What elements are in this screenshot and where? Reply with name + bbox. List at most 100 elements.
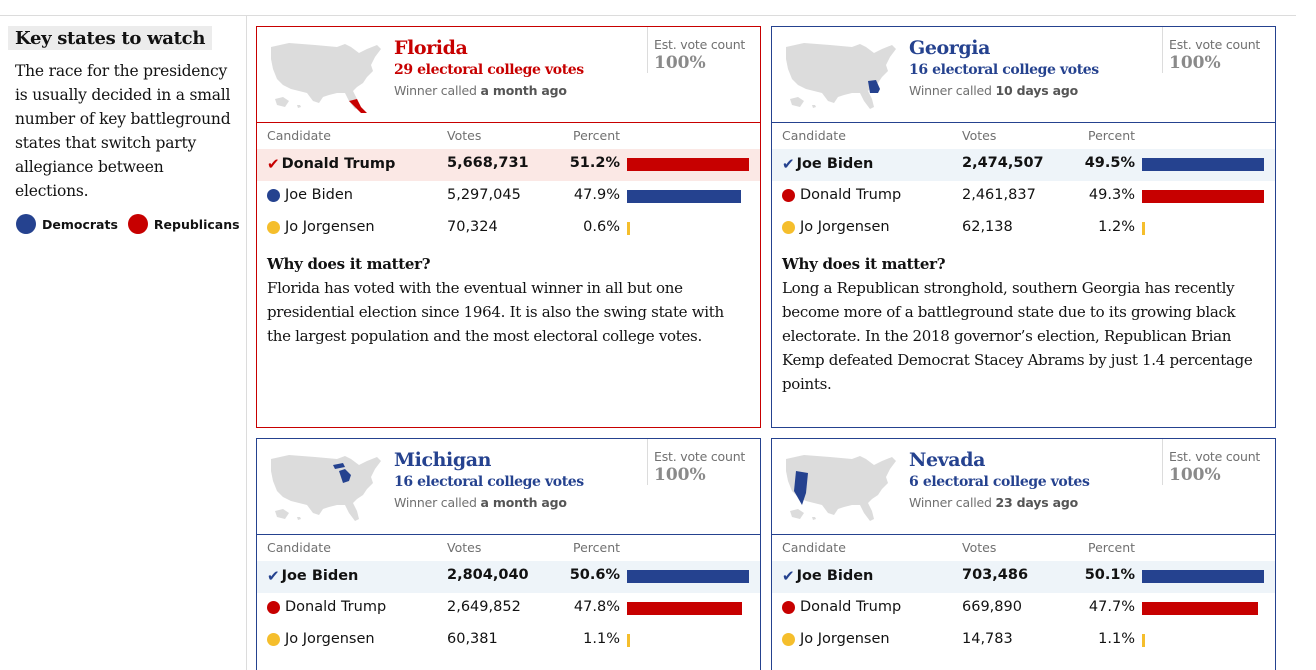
sidebar-title: Key states to watch	[8, 26, 213, 50]
candidate-name: Jo Jorgensen	[267, 631, 375, 647]
winner-called: Winner called 23 days ago	[909, 495, 1078, 510]
vote-share-bar	[627, 602, 742, 615]
why-title: Why does it matter?	[267, 255, 431, 273]
state-card-florida: Florida 29 electoral college votes Winne…	[256, 26, 761, 428]
winner-prefix: Winner called	[394, 495, 477, 510]
why-section: Why does it matter? Florida has voted wi…	[257, 245, 760, 348]
party-legend: Democrats Republicans	[8, 214, 240, 234]
vote-count: 2,649,852	[447, 599, 521, 615]
party-dot-icon	[267, 188, 280, 202]
candidate-row: ✔ Joe Biden 2,804,040 50.6%	[257, 561, 760, 593]
vote-count: 14,783	[962, 631, 1013, 647]
candidate-label: Donald Trump	[800, 599, 902, 615]
party-dot-icon	[782, 220, 795, 234]
vote-percent: 47.8%	[573, 599, 620, 615]
winner-called: Winner called 10 days ago	[909, 83, 1078, 98]
vote-count: 60,381	[447, 631, 498, 647]
electoral-votes: 16 electoral college votes	[394, 474, 584, 490]
winner-prefix: Winner called	[909, 495, 992, 510]
candidate-label: Joe Biden	[281, 568, 359, 584]
est-vote-label: Est. vote count	[654, 449, 746, 464]
est-vote-count: Est. vote count 100%	[1162, 439, 1277, 485]
vote-count: 2,461,837	[962, 187, 1036, 203]
candidate-name: Jo Jorgensen	[782, 631, 890, 647]
candidate-label: Joe Biden	[285, 187, 353, 203]
candidate-label: Jo Jorgensen	[800, 219, 890, 235]
col-candidate: Candidate	[267, 540, 331, 555]
state-name: Nevada	[909, 449, 986, 471]
col-candidate: Candidate	[782, 128, 846, 143]
winner-prefix: Winner called	[909, 83, 992, 98]
candidate-name: Donald Trump	[782, 599, 901, 615]
vote-share-bar	[1142, 634, 1145, 647]
vote-percent: 1.1%	[583, 631, 620, 647]
vote-percent: 0.6%	[583, 219, 620, 235]
state-name: Michigan	[394, 449, 492, 471]
candidate-label: Jo Jorgensen	[285, 631, 375, 647]
vote-share-bar	[627, 634, 630, 647]
winner-when: a month ago	[480, 495, 567, 510]
vote-share-bar	[1142, 222, 1145, 235]
vote-percent: 47.7%	[1088, 599, 1135, 615]
col-votes: Votes	[447, 540, 482, 555]
why-text: Florida has voted with the eventual winn…	[267, 279, 724, 345]
candidate-row: Joe Biden 5,297,045 47.9%	[257, 181, 760, 213]
vote-share-bar	[627, 222, 630, 235]
col-votes: Votes	[962, 128, 997, 143]
party-dot-icon	[267, 220, 280, 234]
candidate-row: Donald Trump 2,649,852 47.8%	[257, 593, 760, 625]
candidate-row: Jo Jorgensen 70,324 0.6%	[257, 213, 760, 245]
checkmark-icon: ✔	[782, 567, 795, 585]
candidate-row: Donald Trump 669,890 47.7%	[772, 593, 1275, 625]
est-vote-value: 100%	[1169, 465, 1221, 485]
electoral-votes: 16 electoral college votes	[909, 62, 1099, 78]
party-dot-icon	[782, 600, 795, 614]
candidate-name: ✔ Donald Trump	[267, 155, 395, 173]
candidate-name: Joe Biden	[267, 187, 353, 203]
vote-count: 703,486	[962, 567, 1029, 583]
vote-percent: 49.5%	[1084, 155, 1135, 171]
winner-prefix: Winner called	[394, 83, 477, 98]
party-dot-icon	[782, 632, 795, 646]
candidate-row: Jo Jorgensen 14,783 1.1%	[772, 625, 1275, 657]
est-vote-label: Est. vote count	[1169, 449, 1261, 464]
candidate-row: ✔ Joe Biden 2,474,507 49.5%	[772, 149, 1275, 181]
candidate-label: Joe Biden	[796, 568, 874, 584]
vote-share-bar	[1142, 158, 1264, 171]
candidate-row: Jo Jorgensen 60,381 1.1%	[257, 625, 760, 657]
card-header: Florida 29 electoral college votes Winne…	[257, 27, 760, 123]
card-header: Nevada 6 electoral college votes Winner …	[772, 439, 1275, 535]
us-map-michigan-icon	[271, 455, 381, 521]
vote-percent: 49.3%	[1088, 187, 1135, 203]
winner-when: a month ago	[480, 83, 567, 98]
vote-percent: 51.2%	[569, 155, 620, 171]
vote-percent: 1.1%	[1098, 631, 1135, 647]
candidate-label: Donald Trump	[285, 599, 387, 615]
candidate-name: Donald Trump	[782, 187, 901, 203]
col-votes: Votes	[447, 128, 482, 143]
state-card-georgia: Georgia 16 electoral college votes Winne…	[771, 26, 1276, 428]
vote-count: 70,324	[447, 219, 498, 235]
vote-percent: 50.1%	[1084, 567, 1135, 583]
vote-percent: 1.2%	[1098, 219, 1135, 235]
candidate-label: Jo Jorgensen	[285, 219, 375, 235]
vote-share-bar	[627, 190, 741, 203]
candidate-row: ✔ Donald Trump 5,668,731 51.2%	[257, 149, 760, 181]
legend-item-democrats: Democrats	[16, 214, 118, 234]
why-text: Long a Republican stronghold, southern G…	[782, 279, 1253, 393]
us-map-nevada-icon	[786, 455, 896, 521]
col-candidate: Candidate	[267, 128, 331, 143]
candidate-row: ✔ Joe Biden 703,486 50.1%	[772, 561, 1275, 593]
table-header: Candidate Votes Percent	[257, 535, 760, 561]
est-vote-label: Est. vote count	[1169, 37, 1261, 52]
vote-percent: 47.9%	[573, 187, 620, 203]
electoral-votes: 6 electoral college votes	[909, 474, 1090, 490]
candidate-label: Donald Trump	[800, 187, 902, 203]
state-card-nevada: Nevada 6 electoral college votes Winner …	[771, 438, 1276, 670]
vote-share-bar	[627, 158, 749, 171]
candidate-name: Jo Jorgensen	[782, 219, 890, 235]
candidate-label: Jo Jorgensen	[800, 631, 890, 647]
candidate-label: Donald Trump	[281, 156, 396, 172]
winner-called: Winner called a month ago	[394, 83, 567, 98]
table-header: Candidate Votes Percent	[257, 123, 760, 149]
